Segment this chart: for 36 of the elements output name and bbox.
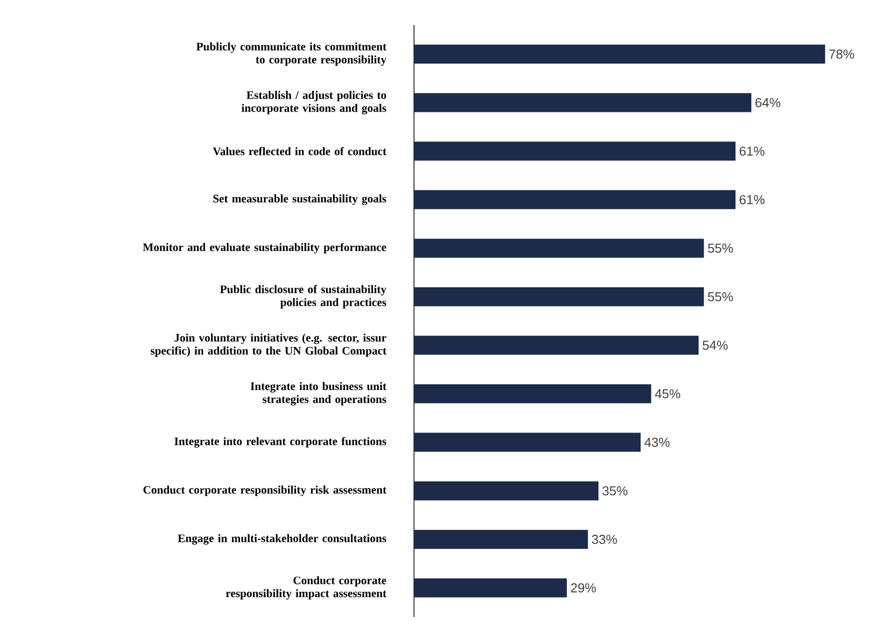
bar: [414, 578, 567, 598]
data-label: 29%: [571, 583, 596, 592]
bar: [414, 432, 641, 452]
y-tick-label: Monitor and evaluate sustainability performance: [142, 242, 386, 254]
bar: [414, 287, 704, 306]
data-label: 61%: [740, 146, 764, 156]
bar: [414, 93, 752, 112]
y-tick-label: Values reflected in code of conduct: [212, 147, 386, 156]
bar: [414, 238, 704, 258]
y-tick-label: Conduct corporate responsibility risk assessment: [143, 486, 386, 496]
data-label: 64%: [756, 98, 780, 108]
data-label: 33%: [592, 534, 617, 544]
bar: [414, 530, 588, 549]
y-tick-label: Establish / adjust policies to incorporate visions and goals: [242, 90, 386, 114]
y-tick-label: Publicly communicate its commitment to corporate responsibility: [196, 42, 386, 66]
y-tick-label: Set measurable sustainability goals: [213, 194, 386, 205]
y-tick-label: Join voluntary initiatives (e.g. sector, issur specific) in addition to the UN Global Compact: [150, 334, 386, 357]
bar: [414, 190, 736, 210]
data-label: 55%: [708, 292, 733, 302]
bar: [414, 44, 826, 64]
data-label: 61%: [740, 195, 764, 204]
bar: [414, 481, 598, 500]
data-label: 78%: [829, 50, 854, 59]
y-tick-label: Integrate into business unit strategies and operations: [250, 382, 386, 406]
data-label: 54%: [702, 340, 728, 350]
y-tick-label: Engage in multi-stakeholder consultations: [178, 534, 386, 545]
data-label: 45%: [655, 389, 680, 398]
y-tick-label: Conduct corporate responsibility impact assessment: [226, 576, 386, 600]
bar: [414, 142, 736, 161]
data-label: 43%: [644, 438, 670, 447]
data-label: 35%: [602, 486, 628, 496]
bar: [414, 336, 699, 355]
y-tick-label: Integrate into relevant corporate functions: [174, 437, 386, 448]
data-label: 55%: [708, 244, 733, 253]
bar: [414, 384, 652, 404]
y-tick-label: Public disclosure of sustainability policies and practices: [220, 285, 386, 308]
